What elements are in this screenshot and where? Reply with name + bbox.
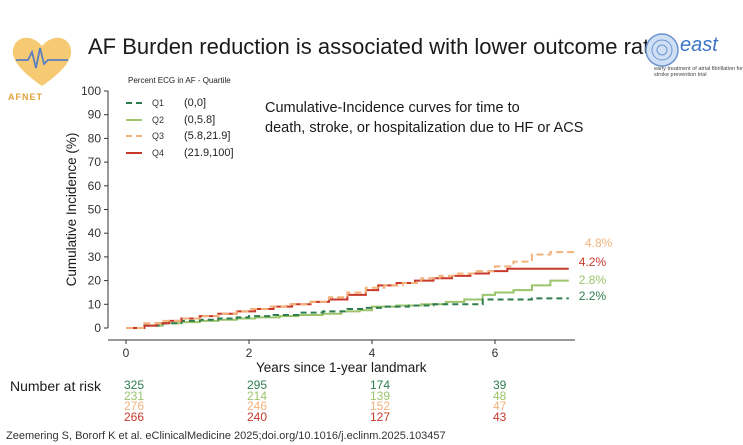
legend-item: Q2 (0,5.8]	[126, 112, 234, 129]
number-at-risk-label: Number at risk	[10, 378, 102, 394]
legend-series-name: Q4	[152, 147, 165, 158]
risk-value-q2: 139	[370, 388, 391, 403]
east-logo: east early treatment of atrial fibrillat…	[640, 26, 743, 106]
risk-value-q3: 47	[493, 399, 507, 413]
afnet-wordmark: AFNET	[8, 92, 43, 102]
afnet-logo: AFNET	[6, 30, 78, 110]
risk-value-q1: 295	[247, 378, 268, 392]
risk-value-q1: 325	[124, 378, 145, 392]
end-label-q3: 4.8%	[585, 236, 613, 250]
curve-q4	[126, 267, 569, 329]
annotation-line-1: Cumulative-Incidence curves for time to	[265, 100, 520, 116]
legend-title: Percent ECG in AF - Quartile	[128, 76, 231, 85]
east-wordmark: east	[680, 34, 718, 56]
x-tick-label: 6	[492, 346, 499, 360]
risk-value-q4: 127	[370, 409, 391, 424]
risk-value-q1: 39	[493, 378, 507, 392]
risk-value-q3: 276	[124, 399, 145, 413]
legend-series-range: (21.9,100]	[184, 146, 234, 159]
risk-value-q1: 174	[370, 378, 391, 392]
annotation-line-2: death, stroke, or hospitalization due to…	[265, 120, 584, 136]
y-tick-label: 70	[88, 155, 102, 169]
legend-item: Q1 (0,0]	[126, 95, 234, 112]
risk-value-q3: 246	[247, 399, 268, 413]
risk-value-q2: 231	[124, 388, 145, 403]
legend: Q1 (0,0] Q2 (0,5.8] Q3 (5.8,21.9] Q4 (21.9,100]	[126, 95, 234, 161]
legend-swatch	[126, 135, 142, 138]
y-tick-label: 80	[88, 131, 102, 145]
chart-annotation: Cumulative-Incidence curves for time to …	[265, 98, 625, 138]
risk-value-q4: 240	[247, 409, 268, 424]
x-axis-label: Years since 1-year landmark	[256, 360, 427, 375]
legend-series-name: Q1	[152, 98, 165, 109]
y-tick-label: 20	[88, 274, 102, 288]
legend-swatch	[126, 102, 142, 105]
legend-series-range: (5.8,21.9]	[184, 130, 231, 143]
globe-logo-icon	[645, 33, 679, 67]
risk-value-q2: 214	[247, 388, 268, 403]
end-label-q2: 2.8%	[579, 273, 607, 287]
citation: Zeemering S, Bororf K et al. eClinicalMe…	[6, 430, 446, 442]
heart-logo-icon	[12, 37, 72, 86]
y-tick-label: 40	[88, 226, 102, 240]
y-tick-label: 10	[88, 297, 102, 311]
y-tick-label: 100	[81, 84, 101, 98]
legend-item: Q3 (5.8,21.9]	[126, 128, 234, 145]
slide-title: AF Burden reduction is associated with l…	[88, 34, 662, 59]
x-tick-label: 4	[369, 346, 376, 360]
end-label-q4: 4.2%	[579, 255, 607, 269]
east-subtitle: early treatment of atrial fibrillation f…	[654, 66, 743, 78]
y-tick-label: 30	[88, 250, 102, 264]
x-tick-label: 0	[123, 346, 130, 360]
y-tick-label: 60	[88, 179, 102, 193]
legend-series-range: (0,5.8]	[184, 113, 216, 126]
y-tick-label: 50	[88, 203, 102, 217]
x-tick-label: 2	[246, 346, 253, 360]
legend-series-name: Q3	[152, 131, 165, 142]
legend-series-name: Q2	[152, 114, 165, 125]
y-tick-label: 0	[94, 321, 101, 335]
y-tick-label: 90	[88, 108, 102, 122]
legend-swatch	[126, 151, 142, 154]
risk-value-q4: 43	[493, 409, 507, 424]
curve-q1	[126, 297, 569, 329]
legend-item: Q4 (21.9,100]	[126, 145, 234, 162]
y-axis-label: Cumulative Incidence (%)	[64, 133, 79, 287]
risk-value-q4: 266	[124, 409, 145, 424]
curve-q3	[126, 251, 575, 329]
legend-swatch	[126, 118, 142, 121]
risk-value-q3: 152	[370, 399, 391, 413]
legend-series-range: (0,0]	[184, 97, 207, 110]
risk-value-q2: 48	[493, 388, 507, 403]
end-label-q1: 2.2%	[579, 289, 607, 303]
